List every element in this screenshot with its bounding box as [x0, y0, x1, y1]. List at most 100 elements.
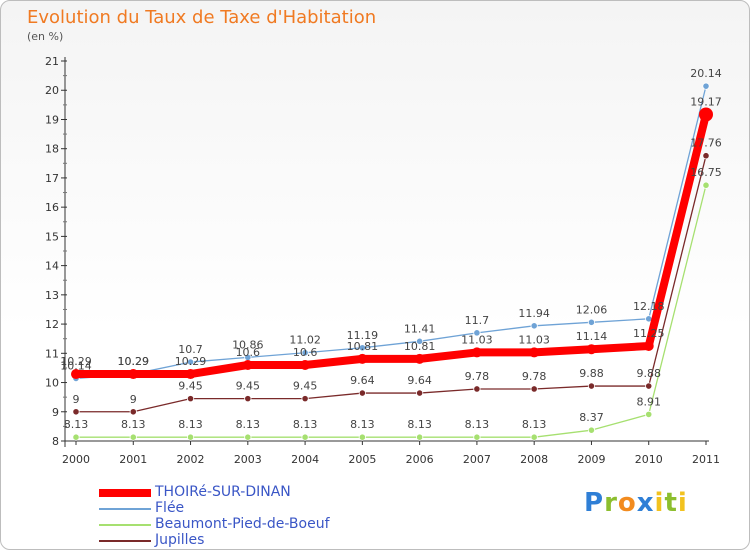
data-label: 16.75 — [690, 166, 722, 179]
data-point — [587, 382, 596, 390]
data-label: 12.18 — [633, 300, 665, 313]
chart-title: Evolution du Taux de Taxe d'Habitation — [27, 7, 377, 28]
data-point — [471, 347, 482, 358]
data-point — [242, 360, 253, 370]
data-point — [473, 433, 481, 441]
data-point — [416, 389, 424, 397]
legend-label: THOIRé-SUR-DINAN — [155, 484, 291, 500]
y-tick-label: 12 — [45, 318, 59, 331]
series-line — [75, 155, 707, 413]
data-point — [414, 353, 425, 364]
data-label: 10.81 — [404, 340, 436, 353]
x-tick-label: 2003 — [234, 453, 262, 466]
y-tick-label: 18 — [45, 143, 59, 156]
data-label: 10.6 — [293, 346, 318, 359]
y-tick-label: 16 — [45, 201, 59, 214]
data-label: 11.25 — [633, 327, 665, 340]
data-point — [72, 408, 80, 416]
data-label: 10.29 — [118, 355, 150, 368]
series-lines — [71, 82, 713, 441]
y-tick-label: 21 — [45, 55, 59, 68]
data-point — [586, 344, 597, 355]
y-tick-label: 8 — [52, 435, 59, 448]
legend-label: Flée — [155, 500, 185, 516]
data-point — [185, 369, 196, 380]
legend-swatch — [99, 508, 151, 510]
x-tick-label: 2010 — [635, 453, 663, 466]
data-label: 8.13 — [64, 418, 89, 431]
x-tick-label: 2000 — [62, 453, 90, 466]
data-point — [186, 395, 195, 403]
data-label: 10.6 — [236, 346, 261, 359]
data-label: 11.03 — [461, 333, 493, 346]
legend-swatch — [99, 540, 151, 542]
x-tick-label: 2009 — [577, 453, 605, 466]
y-tick-label: 9 — [52, 406, 59, 419]
data-label: 11.7 — [465, 314, 490, 327]
data-label: 9.78 — [522, 370, 547, 383]
data-point — [72, 433, 80, 441]
data-label: 11.41 — [404, 322, 436, 335]
data-point — [530, 433, 538, 441]
data-label: 10.86 — [232, 338, 264, 351]
data-point — [702, 152, 710, 160]
data-point — [416, 337, 424, 345]
x-tick-label: 2008 — [520, 453, 548, 466]
x-tick-label: 2004 — [291, 453, 319, 466]
data-point — [301, 395, 309, 403]
data-point — [587, 318, 596, 326]
data-label: 10.29 — [118, 355, 150, 368]
data-label: 8.13 — [465, 418, 490, 431]
data-label: 8.13 — [350, 418, 375, 431]
data-label: 10.81 — [347, 340, 379, 353]
x-tick-label: 2001 — [119, 453, 147, 466]
data-label: 10.29 — [175, 355, 207, 368]
y-tick-label: 15 — [45, 230, 59, 243]
data-label: 9 — [130, 393, 137, 406]
series-labels: 10.29 10.29 10.29 10.6 10.6 10.81 10.81 11.03 11… — [60, 67, 722, 431]
data-label: 8.13 — [293, 418, 318, 431]
data-label: 8.37 — [579, 411, 604, 424]
y-tick-label: 17 — [45, 172, 59, 185]
data-label: 11.03 — [518, 333, 550, 346]
proxiti-logo: Proxiti — [584, 488, 688, 518]
data-label: 10.29 — [60, 355, 92, 368]
data-label: 20.14 — [690, 67, 722, 80]
logo-letter: i — [654, 488, 665, 518]
data-label: 9.88 — [579, 367, 604, 380]
series-line — [75, 85, 707, 380]
data-label: 9 — [73, 393, 80, 406]
logo-letter: t — [664, 488, 678, 518]
data-point — [702, 181, 710, 189]
y-tick-label: 14 — [45, 260, 59, 273]
data-point — [699, 107, 713, 122]
data-point — [128, 369, 139, 380]
data-point — [71, 369, 81, 380]
data-label: 11.19 — [347, 329, 379, 342]
legend-swatch — [99, 489, 151, 497]
logo-letter: o — [617, 488, 637, 518]
data-point — [129, 408, 137, 416]
data-point — [358, 389, 366, 397]
y-tick-label: 19 — [45, 113, 59, 126]
data-label: 8.13 — [236, 418, 261, 431]
data-label: 9.64 — [350, 374, 375, 387]
data-label: 9.64 — [407, 374, 432, 387]
data-point — [643, 341, 654, 351]
data-point — [244, 395, 252, 403]
data-label: 19.17 — [690, 95, 722, 108]
data-point — [473, 329, 481, 337]
data-point — [473, 385, 481, 393]
data-label: 8.13 — [522, 418, 547, 431]
data-point — [645, 410, 653, 418]
data-point — [186, 358, 195, 366]
data-label: 8.13 — [121, 418, 146, 431]
data-label: 8.13 — [407, 418, 432, 431]
y-tick-label: 13 — [45, 289, 59, 302]
data-point — [129, 433, 137, 441]
logo-letter: i — [677, 488, 688, 518]
data-label: 8.91 — [636, 395, 661, 408]
data-label: 9.45 — [293, 380, 318, 393]
